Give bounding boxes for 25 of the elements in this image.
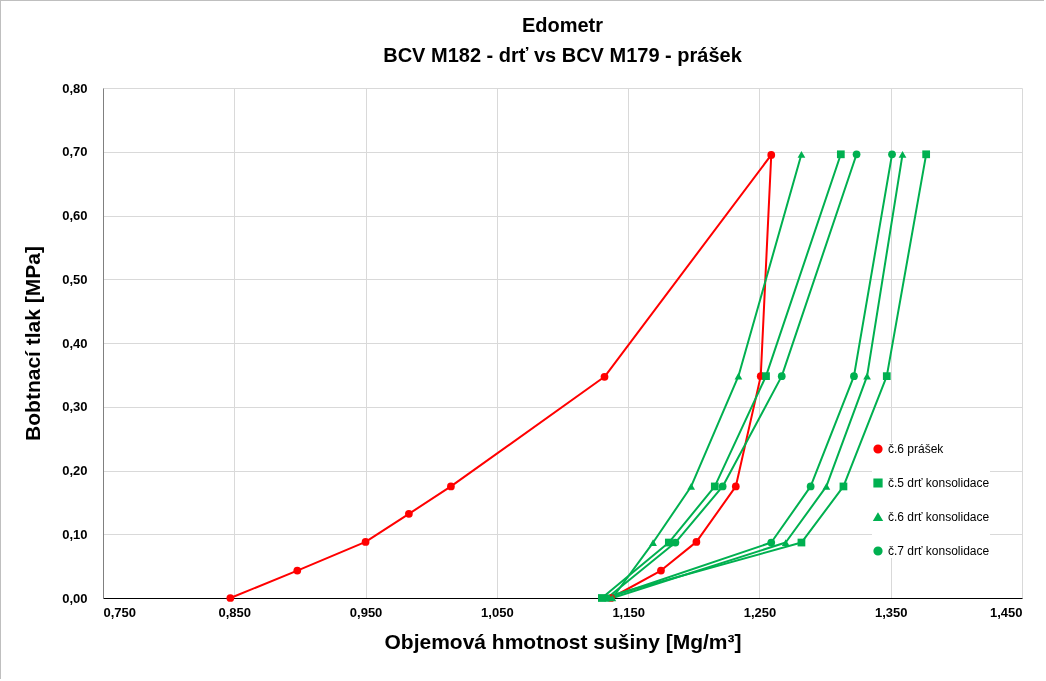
y-tick-label: 0,10 (62, 526, 88, 542)
legend-label: č.7 drť konsolidace (888, 544, 990, 558)
y-tick-label: 0,40 (62, 335, 88, 351)
x-tick-label: 1,150 (612, 604, 645, 620)
y-tick-label: 0,50 (62, 271, 88, 287)
x-axis-title: Objemová hmotnost sušiny [Mg/m³] (384, 629, 742, 653)
x-tick-label: 1,350 (874, 604, 908, 620)
x-tick-label: 0,950 (349, 604, 383, 620)
chart-title: Edometr (521, 14, 604, 36)
legend-label: č.5 drť konsolidace (888, 476, 990, 490)
y-axis-title: Bobtnací tlak [MPa] (21, 246, 45, 441)
x-tick-label: 1,050 (481, 604, 514, 620)
x-tick-label: 0,750 (103, 604, 137, 620)
y-tick-label: 0,00 (62, 590, 88, 606)
y-tick-label: 0,70 (62, 144, 88, 160)
legend-label: č.6 drť konsolidace (888, 510, 990, 524)
x-tick-label: 1,250 (743, 604, 777, 620)
x-tick-label: 1,450 (989, 604, 1023, 620)
y-tick-label: 0,60 (62, 208, 88, 223)
chart-subtitle: BCV M182 - drť vs BCV M179 - prášek (383, 44, 743, 66)
legend-label: č.6 prášek (888, 442, 945, 456)
y-tick-label: 0,20 (62, 463, 88, 478)
y-tick-label: 0,80 (62, 80, 88, 96)
x-tick-label: 0,850 (218, 604, 252, 620)
y-tick-label: 0,30 (62, 399, 88, 415)
